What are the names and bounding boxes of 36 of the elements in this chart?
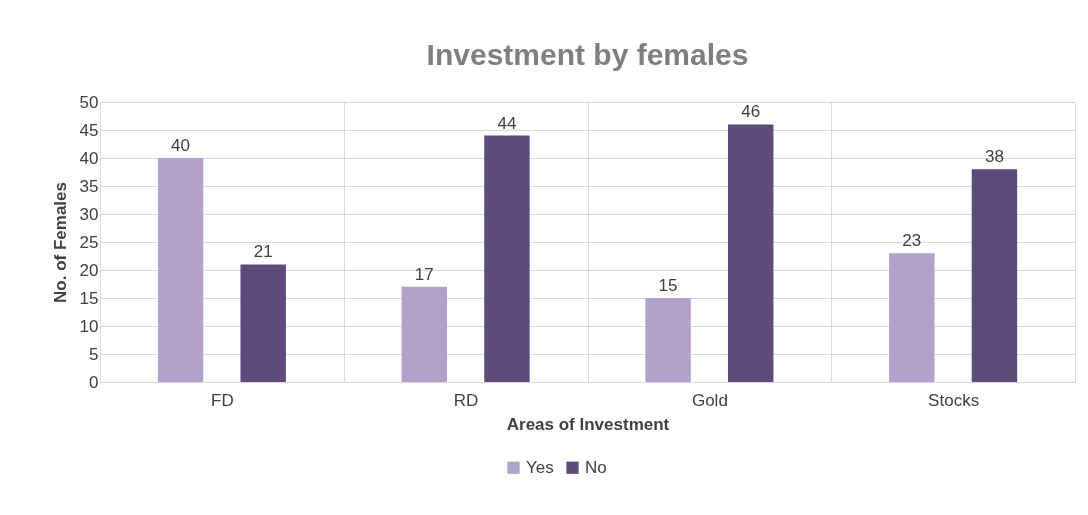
y-tick-label: 35 xyxy=(79,176,99,196)
bar xyxy=(401,286,448,382)
x-tick-label: Gold xyxy=(691,390,728,410)
data-label: 44 xyxy=(497,113,517,133)
data-label: 23 xyxy=(902,231,922,251)
y-tick-label: 30 xyxy=(79,204,99,224)
bar xyxy=(157,158,204,382)
bar xyxy=(971,169,1018,382)
x-tick-label: FD xyxy=(211,390,234,410)
x-tick-label: Stocks xyxy=(928,390,980,410)
chart-title: Investment by females xyxy=(426,38,749,71)
y-tick-label: 40 xyxy=(79,148,99,168)
bar xyxy=(645,298,691,382)
y-tick-label: 20 xyxy=(79,260,99,280)
legend-label: No xyxy=(585,457,607,477)
y-axis-title: No. of Females xyxy=(50,182,70,303)
legend-label: Yes xyxy=(526,457,554,477)
bar xyxy=(727,124,774,382)
data-label: 21 xyxy=(253,242,273,262)
data-label: 46 xyxy=(741,102,761,122)
y-tick-label: 10 xyxy=(79,316,99,336)
y-tick-label: 45 xyxy=(79,120,99,140)
bar xyxy=(240,264,286,382)
bar xyxy=(484,135,530,382)
data-label: 40 xyxy=(171,136,191,155)
data-label: 15 xyxy=(658,276,678,295)
y-tick-label: 0 xyxy=(89,372,99,392)
data-label: 38 xyxy=(984,147,1004,167)
y-tick-label: 25 xyxy=(79,232,99,252)
bar xyxy=(889,253,935,382)
y-tick-label: 5 xyxy=(89,344,99,364)
y-tick-label: 15 xyxy=(79,288,99,308)
x-axis-title: Areas of Investment xyxy=(506,414,670,434)
y-tick-label: 50 xyxy=(79,92,99,112)
x-tick-label: RD xyxy=(453,390,479,410)
data-label: 17 xyxy=(414,264,434,284)
